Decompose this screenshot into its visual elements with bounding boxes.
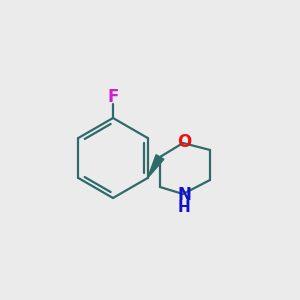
Text: N: N bbox=[177, 186, 191, 204]
Text: H: H bbox=[178, 200, 190, 214]
Polygon shape bbox=[148, 155, 164, 178]
Text: F: F bbox=[107, 88, 119, 106]
Text: O: O bbox=[177, 133, 191, 151]
